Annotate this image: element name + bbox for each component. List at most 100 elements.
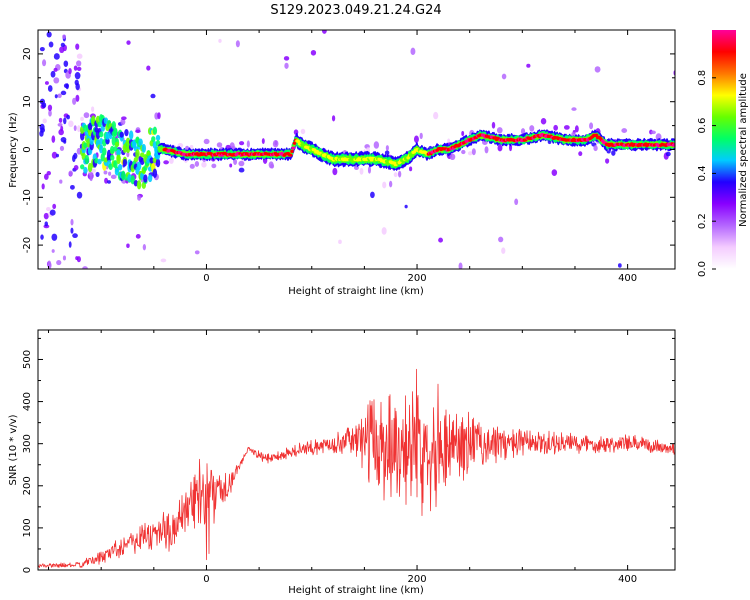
spectral-cell — [594, 66, 601, 73]
spectral-cell — [91, 168, 96, 173]
spectral-cell — [331, 115, 336, 122]
spectral-cell — [526, 63, 531, 68]
spectral-cell — [496, 127, 503, 134]
spectral-cell — [80, 164, 85, 170]
spectral-cell — [189, 145, 194, 149]
spectral-cell — [116, 154, 121, 161]
spectral-cell — [458, 262, 463, 269]
spectral-cell — [384, 150, 390, 155]
spectral-cell — [114, 168, 120, 176]
spectral-cell — [410, 47, 416, 56]
spectral-cell — [70, 184, 75, 190]
spectral-cell — [467, 151, 473, 156]
spectral-cell — [125, 137, 131, 146]
spectral-cell — [438, 237, 443, 243]
spectral-cell — [62, 34, 66, 39]
spectral-cell — [665, 151, 671, 157]
spectral-cell — [563, 125, 570, 130]
spectral-cell — [574, 125, 579, 133]
spectral-cell — [540, 118, 547, 125]
spectral-cell — [62, 255, 67, 261]
spectral-cell — [110, 154, 115, 161]
y-tick-label: 500 — [22, 350, 33, 369]
spectral-cell — [461, 149, 466, 155]
spectral-cell — [155, 134, 161, 141]
spectral-cell — [77, 125, 81, 133]
spectral-cell — [146, 151, 151, 157]
spectral-peak-cell — [594, 133, 599, 137]
spectral-cell — [398, 170, 402, 178]
x-tick-label: 200 — [407, 273, 426, 284]
spectral-cell — [211, 163, 217, 169]
spectrogram-heatmap — [39, 30, 675, 269]
y-tick-label: 20 — [22, 48, 33, 61]
spectral-cell — [128, 130, 134, 140]
spectral-cell — [142, 244, 147, 251]
spectral-cell — [611, 150, 616, 156]
spectral-cell — [103, 170, 108, 175]
spectral-cell — [238, 167, 245, 173]
spectral-cell — [122, 158, 128, 167]
spectral-cell — [218, 38, 222, 43]
spectral-cell — [84, 154, 90, 165]
spectral-cell — [107, 180, 111, 184]
y-tick-label: 300 — [22, 434, 33, 453]
spectral-cell — [501, 73, 507, 80]
spectral-cell — [40, 234, 44, 240]
spectral-cell — [49, 209, 56, 216]
spectral-cell — [111, 121, 117, 130]
spectral-cell — [58, 117, 63, 123]
spectral-cell — [389, 180, 393, 188]
spectral-cell — [147, 174, 153, 183]
x-tick-label: 200 — [407, 574, 426, 585]
spectral-cell — [53, 77, 60, 84]
spectral-peak-cell — [296, 139, 301, 144]
spectral-cell — [70, 218, 74, 226]
spectral-cell — [51, 135, 56, 143]
spectral-cell — [433, 111, 439, 120]
spectral-cell — [72, 233, 78, 239]
spectral-cell — [73, 165, 79, 171]
y-tick-label: 100 — [22, 518, 33, 537]
spectral-cell — [40, 127, 45, 133]
spectral-cell — [152, 168, 158, 178]
x-tick-label: 0 — [203, 273, 209, 284]
spectral-cell — [73, 125, 77, 131]
spectral-cell — [413, 135, 419, 143]
spectral-cell — [106, 154, 112, 162]
spectral-cell — [514, 198, 519, 206]
spectral-cell — [83, 166, 88, 174]
spectral-cell — [120, 118, 126, 126]
spectral-cell — [491, 121, 496, 129]
spectral-cell — [57, 122, 63, 127]
spectral-cell — [76, 191, 83, 199]
spectral-cell — [484, 146, 489, 154]
spectral-cell — [68, 241, 72, 248]
spectral-cell — [272, 139, 279, 148]
spectral-cell — [141, 143, 147, 153]
y-tick-label: -20 — [22, 237, 33, 253]
spectral-cell — [48, 109, 52, 117]
spectral-cell — [114, 141, 120, 148]
spectral-cell — [382, 181, 387, 189]
colorbar-tick-label: 0.6 — [697, 118, 708, 134]
spectral-cell — [76, 66, 82, 72]
spectral-cell — [201, 161, 207, 168]
snr-series-line — [38, 368, 675, 568]
spectral-cell — [284, 62, 289, 69]
spectral-cell — [238, 160, 245, 167]
spectral-cell — [63, 117, 67, 125]
spectral-cell — [41, 102, 47, 109]
spectral-cell — [68, 68, 72, 75]
spectral-cell — [138, 138, 143, 147]
spectral-cell — [152, 126, 158, 135]
spectral-peak-cell — [290, 149, 294, 153]
spectral-cell — [151, 136, 156, 142]
spectral-cell — [408, 166, 413, 172]
spectral-cell — [461, 130, 465, 137]
spectral-cell — [497, 144, 503, 152]
spectral-cell — [103, 117, 109, 125]
snr-panel: 0 200 400 0 100 200 300 400 500 Height of strai… — [8, 329, 676, 596]
spectral-cell — [56, 259, 62, 266]
